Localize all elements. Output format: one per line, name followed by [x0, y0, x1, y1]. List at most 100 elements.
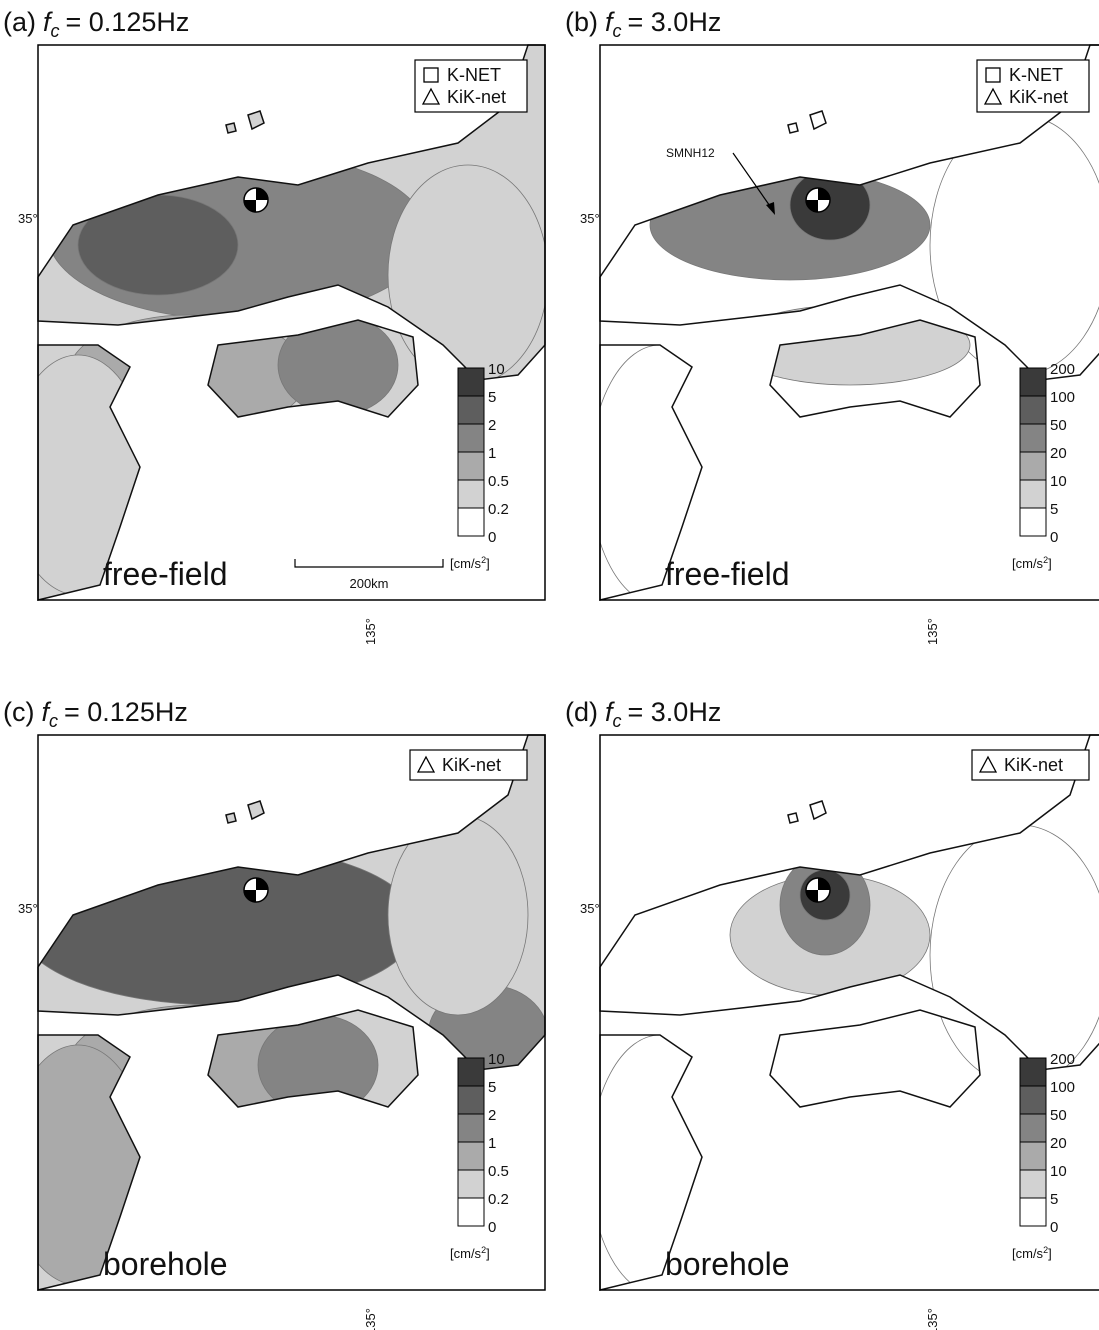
title-label: (a): [3, 7, 36, 37]
colorbar-label: 0: [1050, 1219, 1058, 1236]
unit-close: ]: [1048, 1246, 1052, 1261]
colorbar-box: [1020, 1198, 1046, 1226]
colorbar-label: 5: [1050, 1191, 1058, 1208]
map-panel: (d)fc= 3.0HzKiK-net20010050201050[cm/s2]…: [565, 697, 1099, 1330]
colorbar-label: 50: [1050, 417, 1067, 434]
panel-title: (d)fc= 3.0Hz: [565, 697, 721, 731]
figure: (a)fc= 0.125HzK-NETKiK-net105210.50.20[c…: [0, 0, 1099, 1330]
longitude-label: 135°: [925, 1308, 940, 1330]
intensity-zone: [388, 165, 548, 385]
title-subscript: c: [613, 711, 622, 731]
colorbar-label: 10: [488, 361, 505, 378]
title-equals: = 0.125Hz: [66, 7, 190, 37]
longitude-label: 135°: [363, 1308, 378, 1330]
colorbar-label: 0: [488, 1219, 496, 1236]
intensity-zone: [388, 815, 528, 1015]
colorbar-label: 10: [1050, 1163, 1067, 1180]
unit-text: [cm/s: [1012, 556, 1044, 571]
station-annotation: SMNH12: [666, 146, 715, 160]
colorbar-box: [458, 480, 484, 508]
colorbar-label: 0: [488, 529, 496, 546]
colorbar-label: 10: [488, 1051, 505, 1068]
colorbar-box: [458, 1170, 484, 1198]
colorbar-label: 2: [488, 1107, 496, 1124]
longitude-label: 135°: [363, 618, 378, 645]
title-label: (c): [3, 697, 34, 727]
colorbar-label: 20: [1050, 445, 1067, 462]
colorbar-box: [458, 1114, 484, 1142]
colorbar-label: 1: [488, 445, 496, 462]
colorbar-label: 0.2: [488, 501, 509, 518]
colorbar-box: [1020, 1086, 1046, 1114]
colorbar-box: [458, 396, 484, 424]
colorbar-box: [458, 1198, 484, 1226]
unit-text: [cm/s: [1012, 1246, 1044, 1261]
colorbar-label: 0.5: [488, 473, 509, 490]
colorbar-label: 200: [1050, 1051, 1075, 1068]
colorbar-box: [1020, 452, 1046, 480]
title-label: (b): [565, 7, 598, 37]
colorbar-label: 100: [1050, 389, 1075, 406]
colorbar-box: [458, 424, 484, 452]
colorbar-label: 2: [488, 417, 496, 434]
title-subscript: c: [613, 21, 622, 41]
latitude-label: 35°: [580, 901, 600, 916]
panel-title: (a)fc= 0.125Hz: [3, 7, 189, 41]
legend-label: KiK-net: [1004, 755, 1063, 775]
map-panel: (a)fc= 0.125HzK-NETKiK-net105210.50.20[c…: [3, 7, 548, 645]
unit-close: ]: [486, 556, 490, 571]
colorbar-label: 100: [1050, 1079, 1075, 1096]
latitude-label: 35°: [18, 901, 38, 916]
latitude-label: 35°: [18, 211, 38, 226]
site-label: borehole: [103, 1246, 228, 1282]
legend-label: KiK-net: [442, 755, 501, 775]
colorbar-label: 0.2: [488, 1191, 509, 1208]
colorbar-box: [458, 1058, 484, 1086]
panel-title: (b)fc= 3.0Hz: [565, 7, 721, 41]
title-equals: = 0.125Hz: [64, 697, 188, 727]
unit-text: [cm/s: [450, 1246, 482, 1261]
colorbar-box: [1020, 1142, 1046, 1170]
title-label: (d): [565, 697, 598, 727]
legend-label: KiK-net: [447, 87, 506, 107]
site-label: borehole: [665, 1246, 790, 1282]
colorbar-label: 0: [1050, 529, 1058, 546]
legend-label: K-NET: [1009, 65, 1063, 85]
colorbar-box: [1020, 508, 1046, 536]
colorbar-box: [1020, 396, 1046, 424]
legend-label: KiK-net: [1009, 87, 1068, 107]
colorbar-label: 50: [1050, 1107, 1067, 1124]
colorbar-label: 5: [1050, 501, 1058, 518]
panel-title: (c)fc= 0.125Hz: [3, 697, 188, 731]
legend-label: K-NET: [447, 65, 501, 85]
unit-close: ]: [486, 1246, 490, 1261]
map-panel: (b)fc= 3.0HzK-NETKiK-net20010050201050[c…: [565, 7, 1099, 645]
colorbar-label: 200: [1050, 361, 1075, 378]
colorbar-box: [1020, 1114, 1046, 1142]
site-label: free-field: [665, 556, 790, 592]
colorbar-box: [1020, 1058, 1046, 1086]
title-equals: = 3.0Hz: [628, 697, 722, 727]
colorbar-box: [458, 368, 484, 396]
colorbar-box: [458, 1086, 484, 1114]
colorbar-label: 5: [488, 389, 496, 406]
colorbar-label: 0.5: [488, 1163, 509, 1180]
colorbar-label: 5: [488, 1079, 496, 1096]
colorbar-box: [1020, 368, 1046, 396]
colorbar-label: 1: [488, 1135, 496, 1152]
unit-close: ]: [1048, 556, 1052, 571]
colorbar-box: [458, 452, 484, 480]
longitude-label: 135°: [925, 618, 940, 645]
colorbar-box: [1020, 480, 1046, 508]
colorbar-label: 10: [1050, 473, 1067, 490]
colorbar-box: [458, 508, 484, 536]
map-panel: (c)fc= 0.125HzKiK-net105210.50.20[cm/s2]…: [3, 697, 548, 1330]
title-subscript: c: [51, 21, 60, 41]
title-equals: = 3.0Hz: [628, 7, 722, 37]
site-label: free-field: [103, 556, 228, 592]
scale-label: 200km: [349, 576, 388, 591]
colorbar-box: [458, 1142, 484, 1170]
unit-text: [cm/s: [450, 556, 482, 571]
colorbar-box: [1020, 424, 1046, 452]
latitude-label: 35°: [580, 211, 600, 226]
